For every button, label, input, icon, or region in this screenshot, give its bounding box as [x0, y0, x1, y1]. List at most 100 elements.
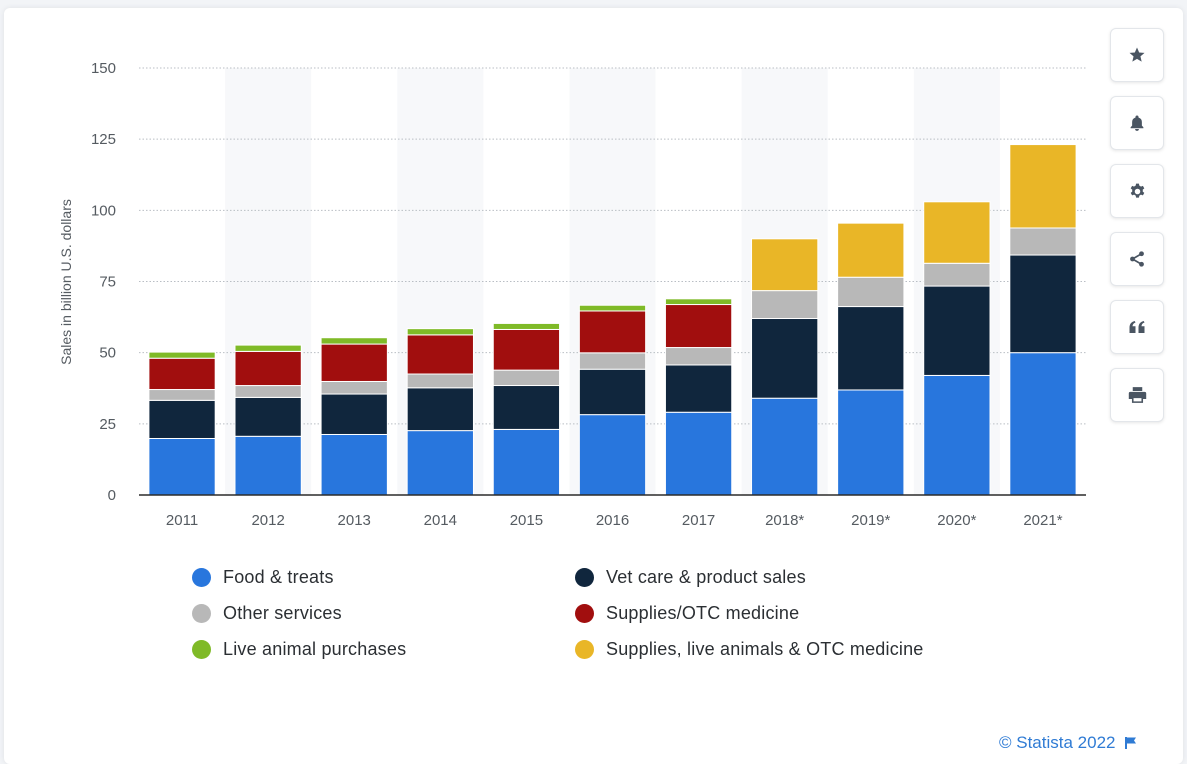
quote-icon	[1129, 321, 1145, 333]
bar-segment[interactable]	[234, 396, 302, 437]
legend-item[interactable]: Other services	[192, 602, 575, 624]
bar-segment[interactable]	[492, 322, 561, 330]
x-tick-label: 2020*	[937, 512, 976, 529]
bar-segment[interactable]	[751, 397, 819, 496]
y-tick-label: 75	[99, 274, 116, 291]
bar-segment[interactable]	[1009, 352, 1077, 496]
bar-segment[interactable]	[664, 347, 733, 366]
x-tick-label: 2012	[251, 512, 284, 529]
bar-segment[interactable]	[492, 369, 561, 387]
x-tick-label: 2015	[510, 512, 543, 529]
legend-label: Other services	[223, 602, 342, 623]
bar-segment[interactable]	[148, 357, 216, 391]
bar-segment[interactable]	[1009, 144, 1077, 229]
bar-segment[interactable]	[406, 373, 474, 389]
bar-segment[interactable]	[664, 298, 733, 306]
bar-segment[interactable]	[578, 304, 647, 312]
bar-segment[interactable]	[320, 380, 388, 395]
notification-button[interactable]	[1110, 96, 1164, 150]
bar-segment[interactable]	[664, 411, 733, 496]
legend-swatch	[192, 567, 211, 587]
print-button[interactable]	[1110, 368, 1164, 422]
y-tick-label: 150	[91, 60, 116, 77]
bar-segment[interactable]	[492, 428, 561, 496]
credits-link[interactable]: © Statista 2022	[999, 733, 1137, 753]
bar-segment[interactable]	[923, 374, 991, 496]
x-tick-label: 2013	[338, 512, 371, 529]
legend-swatch	[575, 567, 594, 587]
bar-segment[interactable]	[751, 290, 819, 320]
bar-segment[interactable]	[837, 276, 905, 308]
bar-segment[interactable]	[234, 350, 302, 387]
bar-segment[interactable]	[751, 318, 819, 399]
bar-segment[interactable]	[751, 238, 819, 292]
legend-label: Supplies, live animals & OTC medicine	[606, 638, 924, 659]
legend-swatch	[575, 639, 594, 659]
star-icon	[1129, 47, 1145, 62]
legend-label: Supplies/OTC medicine	[606, 602, 800, 623]
bar-segment[interactable]	[923, 285, 991, 376]
bar-segment[interactable]	[234, 344, 302, 352]
legend-item[interactable]: Live animal purchases	[192, 638, 575, 660]
printer-icon	[1128, 387, 1146, 403]
bar-segment[interactable]	[320, 393, 388, 435]
bar-segment[interactable]	[492, 385, 561, 430]
x-tick-label: 2021*	[1023, 512, 1062, 529]
share-icon	[1130, 251, 1144, 267]
bar-segment[interactable]	[148, 399, 216, 439]
bar-segment[interactable]	[837, 389, 905, 496]
bar-segment[interactable]	[406, 387, 474, 432]
x-tick-label: 2019*	[851, 512, 890, 529]
x-tick-label: 2011	[166, 512, 198, 529]
bar-segment[interactable]	[923, 201, 991, 264]
bar-segment[interactable]	[664, 364, 733, 413]
bar-segment[interactable]	[837, 306, 905, 391]
bar-segment[interactable]	[148, 389, 216, 401]
bar-segment[interactable]	[320, 343, 388, 382]
bar-segment[interactable]	[406, 430, 474, 496]
legend-swatch	[192, 603, 211, 623]
bar-segment[interactable]	[578, 368, 647, 416]
bar-segment[interactable]	[578, 414, 647, 496]
legend-swatch	[575, 603, 594, 623]
y-tick-label: 125	[91, 131, 116, 148]
bar-segment[interactable]	[1009, 227, 1077, 256]
gear-icon	[1130, 183, 1144, 198]
legend-item[interactable]: Supplies, live animals & OTC medicine	[575, 638, 975, 660]
bar-segment[interactable]	[923, 262, 991, 287]
toolbar	[1110, 28, 1164, 436]
legend-item[interactable]: Vet care & product sales	[575, 566, 975, 588]
cite-button[interactable]	[1110, 300, 1164, 354]
bar-segment[interactable]	[492, 328, 561, 371]
legend-label: Vet care & product sales	[606, 566, 806, 587]
legend-item[interactable]: Supplies/OTC medicine	[575, 602, 975, 624]
bar-segment[interactable]	[578, 310, 647, 354]
chart-legend: Food & treats Vet care & product sales Oth…	[192, 566, 992, 660]
y-tick-label: 100	[91, 202, 116, 219]
bar-segment[interactable]	[148, 351, 216, 359]
favorite-button[interactable]	[1110, 28, 1164, 82]
x-tick-label: 2016	[596, 512, 629, 529]
settings-button[interactable]	[1110, 164, 1164, 218]
bar-segment[interactable]	[406, 328, 474, 336]
bar-segment[interactable]	[837, 222, 905, 278]
bar-segment[interactable]	[1009, 254, 1077, 354]
bar-segment[interactable]	[406, 334, 474, 375]
legend-item[interactable]: Food & treats	[192, 566, 575, 588]
share-button[interactable]	[1110, 232, 1164, 286]
legend-swatch	[192, 639, 211, 659]
bell-icon	[1130, 115, 1144, 131]
bar-segment[interactable]	[320, 337, 388, 345]
y-tick-label: 0	[108, 487, 116, 504]
bar-segment[interactable]	[234, 385, 302, 398]
y-tick-label: 25	[99, 416, 116, 433]
flag-icon	[1124, 737, 1136, 749]
x-tick-label: 2017	[682, 512, 715, 529]
bar-segment[interactable]	[320, 433, 388, 496]
bar-segment[interactable]	[578, 352, 647, 370]
bar-segment[interactable]	[664, 304, 733, 349]
bar-segment[interactable]	[148, 437, 216, 496]
bar-segment[interactable]	[234, 435, 302, 496]
legend-label: Live animal purchases	[223, 638, 407, 659]
